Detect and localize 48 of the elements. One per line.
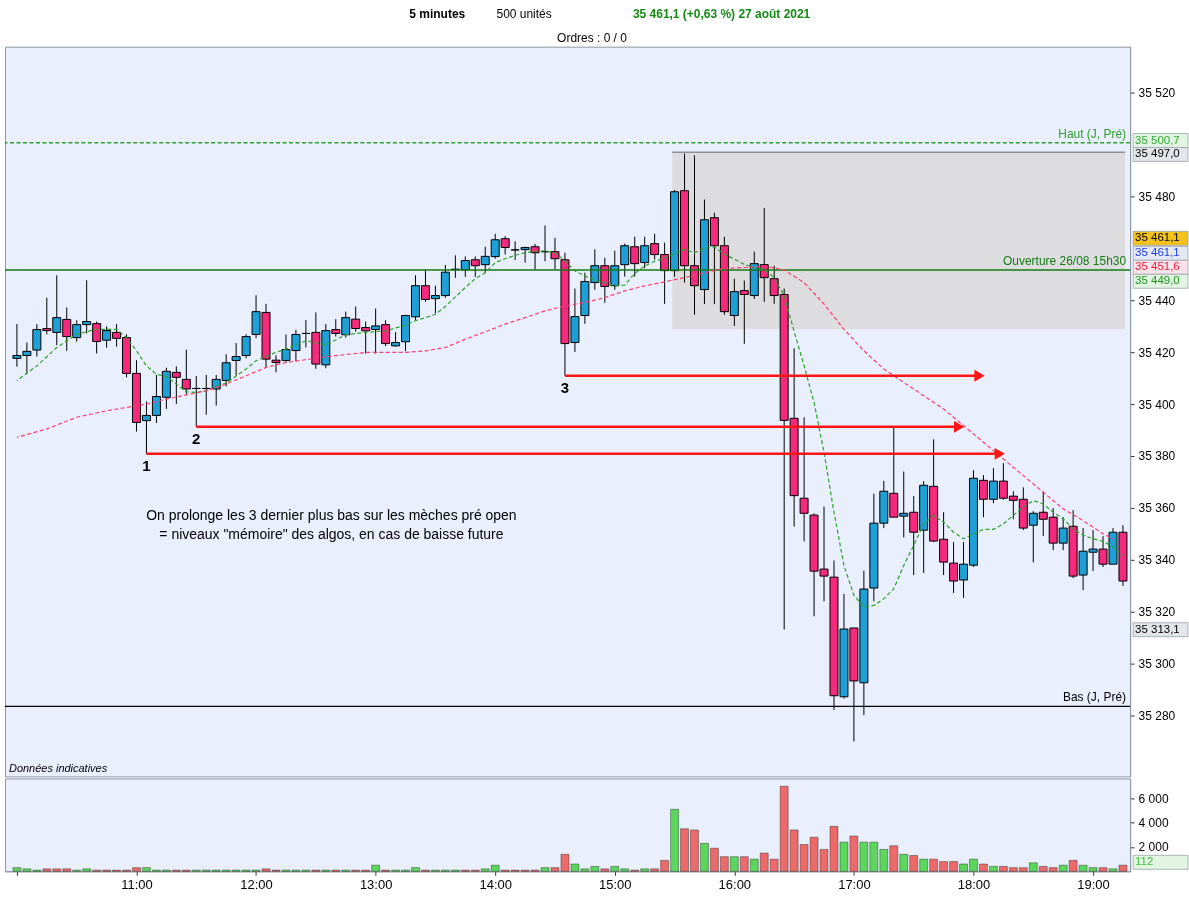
x-tick-label: 17:00 [838,876,871,892]
y-tick-label: 35 400 [1138,397,1176,412]
x-tick-label: 18:00 [957,876,991,892]
text: Ordres : 0 / 0 [557,30,628,45]
ref-line-label: Haut (J, Pré) [1058,126,1127,141]
x-tick-label: 14:00 [479,876,512,892]
x-tick-label: 16:00 [718,876,752,892]
x-tick-label: 11:00 [121,876,153,892]
y-tick-label: 35 520 [1138,86,1176,101]
text: 500 unités [496,6,552,21]
x-tick-label: 15:00 [599,876,632,892]
x-tick-label: 13:00 [359,876,393,892]
text: 112 [1135,855,1154,868]
y-tick-label: 35 320 [1138,605,1176,620]
candlestick [241,333,251,359]
y-tick-label: 35 300 [1138,657,1176,672]
annotation: Données indicatives [8,762,108,775]
annotation: 2 [192,429,201,447]
text: 35 451,6 [1135,260,1180,273]
y-tick-label: 35 440 [1138,293,1176,308]
x-tick-label: 19:00 [1077,876,1110,892]
annotation: 1 [142,456,151,474]
y-tick-label: 35 420 [1138,345,1176,360]
text: 35 497,0 [1135,147,1180,160]
candlestick [799,416,809,542]
y-tick-label: 6 000 [1138,791,1169,806]
chart-title: 35 461,1 (+0,63 %) 27 août 2021 [632,6,811,21]
ref-line-label: Ouverture 26/08 15h30 [1003,254,1127,269]
text: 35 500,7 [1135,133,1180,146]
y-tick-label: 35 360 [1138,501,1176,516]
candlestick [550,237,560,270]
y-tick-label: 35 380 [1138,449,1176,464]
y-tick-label: 2 000 [1138,840,1169,855]
text: 5 minutes [409,6,466,21]
y-tick-label: 35 480 [1138,189,1176,204]
y-tick-label: 35 340 [1138,553,1176,568]
annotation: 3 [560,378,570,396]
ref-line-label: Bas (J, Pré) [1062,690,1127,705]
text: 35 313,1 [1135,622,1180,635]
text: 35 461,1 [1135,231,1180,244]
candlestick [231,342,241,377]
text: 35 461,1 [1135,246,1180,259]
y-tick-label: 4 000 [1138,816,1169,831]
annotation: On prolonge les 3 dernier plus bas sur les mèches pré open = niveaux "mémoire" des algos, en cas de baisse future [146,506,517,542]
x-tick-label: 12:00 [240,876,273,892]
line-series [16,246,1124,608]
text: 35 449,0 [1135,274,1180,287]
y-tick-label: 35 280 [1138,708,1176,723]
